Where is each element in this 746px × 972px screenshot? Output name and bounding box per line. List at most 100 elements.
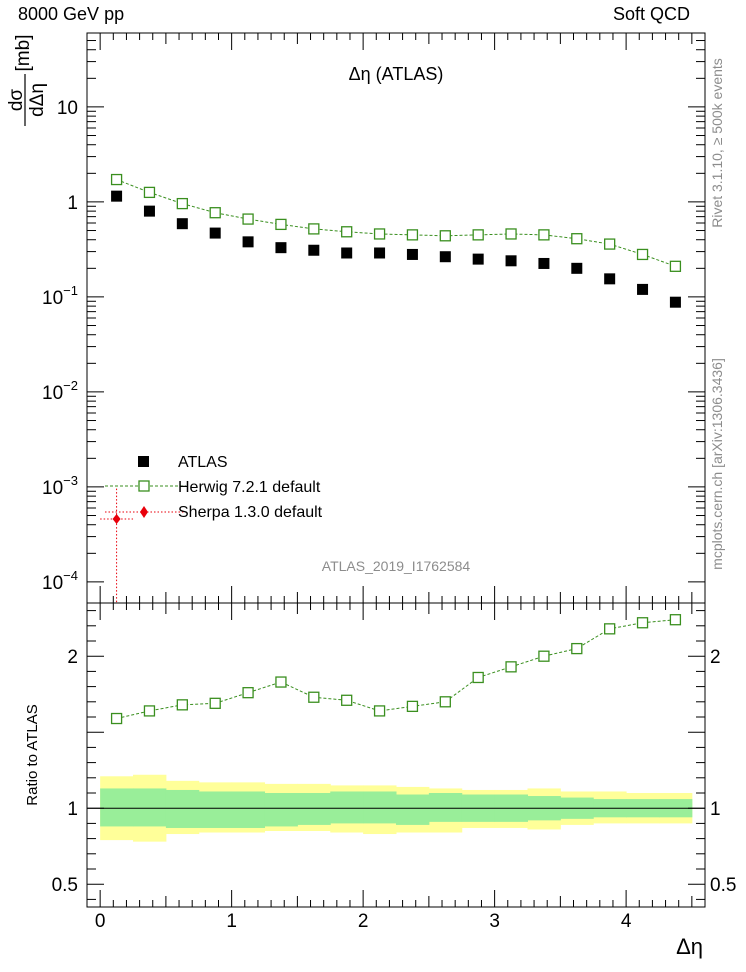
herwig-ratio-point bbox=[636, 617, 649, 629]
x-tick-label: 1 bbox=[226, 911, 237, 932]
herwig-ratio-point bbox=[604, 623, 616, 635]
y-tick-label-mantissa: 10 bbox=[57, 98, 78, 119]
atlas-point bbox=[209, 227, 221, 239]
legend-label-herwig: Herwig 7.2.1 default bbox=[178, 479, 321, 496]
ratio-y-axis-label: Ratio to ATLAS bbox=[24, 704, 41, 805]
legend-marker-herwig bbox=[138, 480, 150, 492]
ratio-y-tick-label-left: 0.5 bbox=[52, 875, 78, 896]
ratio-y-tick-label-right: 0.5 bbox=[710, 875, 736, 896]
atlas-point bbox=[143, 205, 155, 217]
herwig-ratio-point bbox=[341, 694, 353, 706]
stat-band-bin bbox=[231, 791, 266, 828]
plot-title: Δη (ATLAS) bbox=[349, 64, 444, 84]
y-tick-label: 10 bbox=[57, 98, 78, 119]
herwig-point bbox=[439, 230, 451, 242]
herwig-point bbox=[406, 229, 419, 241]
herwig-ratio-point bbox=[308, 691, 320, 703]
herwig-ratio-point bbox=[472, 671, 484, 684]
analysis-watermark: ATLAS_2019_I1762584 bbox=[322, 558, 471, 574]
atlas-point bbox=[111, 190, 123, 202]
ratio-y-tick-label-left: 2 bbox=[67, 647, 78, 668]
atlas-point bbox=[637, 283, 649, 295]
herwig-ratio-point bbox=[505, 661, 517, 673]
herwig-ratio-point bbox=[439, 696, 451, 708]
legend-label-atlas: ATLAS bbox=[178, 454, 228, 471]
legend-label-sherpa: Sherpa 1.3.0 default bbox=[178, 504, 323, 521]
herwig-line bbox=[116, 179, 676, 267]
y-tick-label-exponent: −4 bbox=[63, 568, 78, 583]
ratio-panel: 2 2 1 1 0.5 0.5 0 1 2 3 4 bbox=[52, 602, 736, 932]
legend-entry-atlas: ATLAS bbox=[138, 454, 228, 471]
y-tick-label: 10−1 bbox=[42, 283, 78, 309]
atlas-point bbox=[571, 262, 583, 274]
x-tick-label: 4 bbox=[621, 911, 632, 932]
herwig-point bbox=[373, 228, 386, 240]
atlas-point bbox=[538, 257, 550, 269]
herwig-point bbox=[669, 260, 682, 272]
herwig-ratio-point bbox=[176, 699, 188, 711]
atlas-point bbox=[176, 218, 188, 230]
atlas-point bbox=[669, 296, 681, 308]
herwig-point bbox=[209, 207, 221, 219]
y-tick-label-mantissa: 10 bbox=[42, 573, 63, 594]
atlas-point bbox=[308, 244, 320, 256]
legend-marker-sherpa bbox=[140, 506, 148, 518]
y-tick-label-mantissa: 1 bbox=[67, 193, 78, 214]
stat-band-bin bbox=[297, 793, 331, 825]
herwig-point bbox=[636, 248, 649, 261]
x-axis-label: Δη bbox=[676, 934, 703, 959]
ratio-plot-border bbox=[86, 602, 706, 908]
x-tick-label: 0 bbox=[95, 911, 106, 932]
legend: ATLAS Herwig 7.2.1 default Sherpa 1.3.0 … bbox=[105, 454, 323, 521]
atlas-point bbox=[341, 247, 353, 259]
atlas-point bbox=[242, 236, 254, 248]
herwig-ratio-point bbox=[571, 642, 583, 655]
y-tick-label-exponent: −3 bbox=[63, 473, 78, 488]
x-tick-label: 2 bbox=[358, 911, 369, 932]
y-label-numerator: dσ bbox=[6, 89, 27, 112]
rivet-version-label: Rivet 3.1.10, ≥ 500k events bbox=[709, 58, 725, 228]
herwig-ratio-point bbox=[373, 705, 386, 717]
herwig-ratio-point bbox=[669, 614, 682, 626]
herwig-ratio-point bbox=[209, 697, 221, 709]
herwig-ratio-point bbox=[406, 700, 419, 713]
ratio-y-tick-label-right: 1 bbox=[710, 799, 721, 820]
ratio-plot-frame bbox=[86, 602, 706, 908]
stat-band-bin bbox=[264, 793, 298, 827]
ratio-y-tick-label-right: 2 bbox=[710, 647, 721, 668]
main-axis-ticks bbox=[87, 32, 705, 603]
sherpa-point bbox=[112, 513, 121, 524]
herwig-point bbox=[472, 229, 484, 241]
y-tick-label-mantissa: 10 bbox=[42, 288, 63, 309]
herwig-point bbox=[110, 173, 123, 186]
herwig-ratio-point bbox=[242, 687, 254, 699]
stat-band-bin bbox=[198, 791, 233, 828]
herwig-ratio-point bbox=[538, 650, 550, 662]
mcplots-reference-label: mcplots.cern.ch [arXiv:1306.3436] bbox=[709, 358, 725, 570]
atlas-point bbox=[472, 253, 484, 265]
ratio-y-tick-label-left: 1 bbox=[67, 799, 78, 820]
main-plot-frame bbox=[86, 32, 706, 604]
atlas-point bbox=[505, 255, 517, 267]
herwig-ratio-point bbox=[110, 712, 123, 725]
herwig-point bbox=[505, 228, 517, 240]
x-tick-label: 3 bbox=[489, 911, 500, 932]
herwig-point bbox=[308, 223, 320, 235]
herwig-point bbox=[242, 213, 254, 225]
atlas-point bbox=[439, 251, 451, 263]
y-tick-label: 10−4 bbox=[42, 568, 78, 594]
y-tick-label-mantissa: 10 bbox=[42, 383, 63, 404]
legend-entry-herwig: Herwig 7.2.1 default bbox=[105, 479, 321, 496]
herwig-point bbox=[538, 229, 550, 241]
y-label-denominator: dΔη bbox=[27, 83, 48, 117]
ratio-data-points bbox=[110, 614, 682, 725]
stat-band-bin bbox=[165, 789, 200, 828]
herwig-point bbox=[275, 218, 287, 231]
y-tick-label: 10−2 bbox=[42, 378, 78, 404]
y-tick-label-exponent: −1 bbox=[63, 283, 78, 298]
atlas-point bbox=[406, 248, 418, 260]
herwig-ratio-point bbox=[143, 705, 156, 717]
